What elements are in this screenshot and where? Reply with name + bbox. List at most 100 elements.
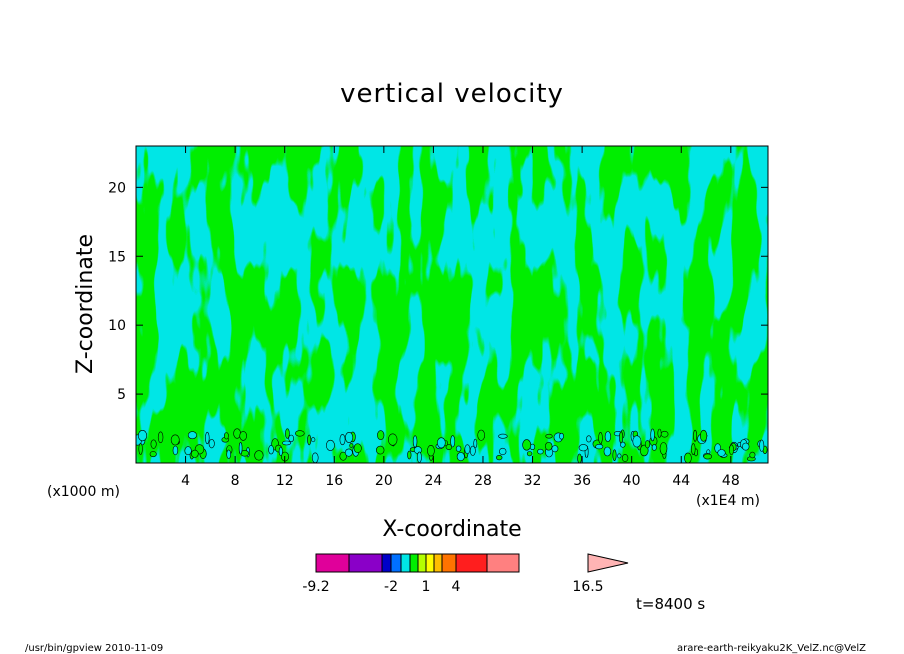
- colorbar-segment-0: [315, 553, 350, 573]
- near-ground-cells: [136, 428, 768, 463]
- x-tick-label-2: 12: [276, 473, 294, 489]
- colorbar-segment-5: [409, 553, 419, 573]
- ground-cell: [759, 439, 765, 452]
- colorbar-segment-2: [381, 553, 392, 573]
- ground-cell: [285, 428, 290, 439]
- ground-cell: [184, 446, 192, 456]
- ground-cell: [345, 431, 354, 443]
- ground-cell: [741, 442, 750, 451]
- y-unit-label: (x1000 m): [47, 484, 120, 500]
- ground-cell: [436, 437, 446, 449]
- ground-cell: [619, 431, 624, 444]
- x-axis-label: X-coordinate: [382, 517, 521, 542]
- ground-cell: [170, 434, 180, 446]
- x-tick-label-0: 4: [181, 473, 190, 489]
- y-tick-label-3: 20: [108, 180, 126, 196]
- x-tick-label-3: 16: [325, 473, 343, 489]
- ground-cell: [172, 445, 179, 456]
- ground-cell: [376, 445, 385, 455]
- footer-right: arare-earth-reikyaku2K_VelZ.nc@VelZ: [677, 643, 866, 654]
- ground-cell: [464, 444, 471, 455]
- ground-cell: [598, 431, 603, 444]
- colorbar-segment-1: [348, 553, 383, 573]
- ground-cell: [537, 448, 544, 455]
- plot-frame: [135, 145, 769, 464]
- ground-cell: [717, 449, 726, 457]
- ground-cell: [693, 429, 698, 442]
- ground-cell: [191, 449, 199, 458]
- ground-cell: [456, 452, 465, 462]
- ground-cell: [604, 431, 612, 442]
- ground-cell: [208, 439, 215, 449]
- y-tick-label-0: 5: [117, 387, 126, 403]
- ground-cell: [650, 428, 655, 442]
- colorbar-tick-labels: -9.2 -2 1 4 16.5: [302, 579, 603, 595]
- ground-cell: [149, 451, 157, 458]
- ground-cell: [157, 431, 164, 444]
- ground-cell: [660, 430, 669, 438]
- colorbar-segment-8: [433, 553, 443, 573]
- ground-cell: [150, 439, 157, 449]
- ground-cell: [138, 442, 143, 455]
- ground-cell: [595, 444, 604, 450]
- ground-cell: [339, 451, 347, 461]
- x-tick-label-8: 36: [573, 473, 591, 489]
- colorbar: [315, 553, 629, 573]
- ground-cell: [577, 453, 582, 463]
- x-unit-label: (x1E4 m): [696, 493, 760, 509]
- ground-cell: [238, 442, 243, 455]
- ground-cell: [578, 444, 588, 452]
- colorbar-label-1: -2: [384, 579, 398, 595]
- ground-cell: [223, 432, 229, 440]
- x-tick-label-1: 8: [231, 473, 240, 489]
- ground-cell: [703, 453, 713, 460]
- plot-area: [136, 146, 768, 463]
- ground-cell: [412, 435, 418, 448]
- ground-cell: [388, 433, 398, 446]
- ground-cell: [603, 446, 612, 457]
- ground-cell: [278, 446, 283, 457]
- x-tick-label-10: 44: [672, 473, 690, 489]
- ground-cell: [477, 429, 486, 441]
- ground-cell: [729, 444, 734, 456]
- ground-cell: [644, 440, 651, 449]
- ground-cell: [416, 451, 422, 463]
- colorbar-segment-9: [441, 553, 457, 573]
- ground-cell: [445, 444, 453, 450]
- ground-cell: [311, 452, 319, 463]
- time-label: t=8400 s: [636, 595, 705, 613]
- colorbar-arrow: [587, 553, 629, 573]
- ground-cell: [657, 428, 662, 438]
- ground-cell: [353, 443, 362, 454]
- ground-cell: [205, 431, 210, 445]
- ground-cell: [545, 433, 553, 439]
- ground-cell: [498, 433, 508, 439]
- ground-cell: [621, 454, 629, 462]
- colorbar-segment-11: [486, 553, 520, 573]
- x-tick-label-6: 28: [474, 473, 492, 489]
- x-tick-label-7: 32: [524, 473, 542, 489]
- colorbar-segment-4: [400, 553, 411, 573]
- ground-cell: [469, 445, 476, 456]
- ground-cell: [684, 452, 692, 463]
- ground-cell: [288, 434, 295, 443]
- colorbar-label-0: -9.2: [302, 579, 329, 595]
- ground-cell: [282, 440, 292, 446]
- colorbar-segment-10: [455, 553, 488, 573]
- footer-left: /usr/bin/gpview 2010-11-09: [25, 643, 163, 654]
- colorbar-label-2: 1: [422, 579, 431, 595]
- ground-cell: [294, 430, 305, 437]
- x-tick-label-9: 40: [623, 473, 641, 489]
- ground-cell: [239, 431, 247, 441]
- ground-cell: [268, 445, 274, 455]
- ground-cell: [551, 445, 559, 453]
- colorbar-segment-6: [417, 553, 427, 573]
- colorbar-segment-7: [425, 553, 435, 573]
- ground-cell: [455, 445, 462, 452]
- ground-cell: [544, 441, 553, 451]
- ground-cell: [254, 450, 264, 461]
- ground-cell: [620, 441, 626, 448]
- ground-cell: [659, 442, 668, 455]
- ground-cell: [499, 447, 507, 456]
- ground-cell: [377, 430, 385, 441]
